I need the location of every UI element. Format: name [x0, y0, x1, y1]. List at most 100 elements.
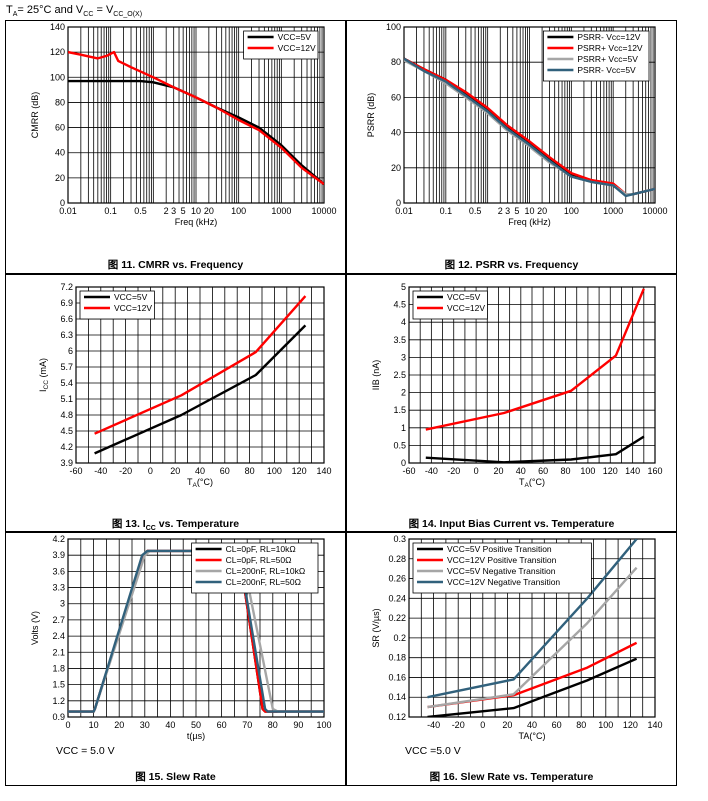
- y-tick-label: 3: [60, 599, 65, 609]
- y-tick-label: 6.3: [60, 330, 73, 340]
- x-tick-label: 20: [493, 466, 503, 476]
- x-tick-label: 50: [191, 720, 201, 730]
- iib-chart: -60 -40 -20 0 20 40 60 80 100 120 140 160 0 0.5 1 1.5 2 2…: [371, 282, 663, 489]
- chart-panel-iib: -60 -40 -20 0 20 40 60 80 100 120 140 160 0 0.5 1 1.5 2 2…: [346, 274, 677, 532]
- plot-frame: [408, 286, 656, 464]
- legend-label: VCC=12V Positive Transition: [447, 555, 557, 565]
- x-tick-label: 0: [148, 466, 153, 476]
- legend-label: VCC=5V: [447, 292, 481, 302]
- y-tick-label: 60: [391, 92, 401, 102]
- y-axis-label: Volts (V): [30, 611, 40, 645]
- figure-caption: 图 14. Input Bias Current vs. Temperature: [408, 518, 615, 530]
- y-tick-label: 5: [401, 282, 406, 292]
- legend-label: VCC=5V: [114, 292, 148, 302]
- y-tick-label: 100: [386, 22, 401, 32]
- y-tick-label: 0.3: [393, 534, 406, 544]
- x-tick-label: 2: [498, 206, 503, 216]
- x-tick-label: 100: [316, 720, 331, 730]
- x-tick-label: -40: [94, 466, 107, 476]
- x-axis-label: TA(°C): [519, 477, 545, 489]
- x-tick-label: 20: [114, 720, 124, 730]
- x-tick-label: 0.5: [134, 206, 147, 216]
- series-line-3: [404, 57, 655, 198]
- y-axis-label: SR (V/µs): [371, 608, 381, 647]
- y-tick-label: 0.26: [388, 574, 406, 584]
- y-tick-label: 7.2: [60, 282, 73, 292]
- x-tick-label: 140: [647, 720, 662, 730]
- y-tick-label: 2.7: [52, 615, 65, 625]
- x-tick-label: 40: [195, 466, 205, 476]
- legend-box: [191, 542, 319, 594]
- y-axis-label: PSRR (dB): [366, 93, 376, 138]
- y-tick-label: 0.28: [388, 554, 406, 564]
- y-tick-label: 0: [396, 198, 401, 208]
- y-tick-label: 80: [55, 97, 65, 107]
- series-line-0: [94, 324, 307, 455]
- y-tick-label: 2: [401, 388, 406, 398]
- plot-frame: [67, 26, 325, 204]
- y-axis-label-rest: (mA): [38, 358, 48, 380]
- x-axis-label: Freq (kHz): [508, 217, 551, 227]
- y-tick-label: 1.5: [52, 680, 65, 690]
- icc-chart: -60 -40 -20 0 20 40 60 80 100 120 140 3.9 4.2 4.5 4.8 5…: [38, 282, 332, 489]
- series-group: [427, 539, 638, 717]
- y-tick-label: 2.1: [52, 647, 65, 657]
- x-tick-label: 1000: [603, 206, 623, 216]
- y-tick-label: 3.5: [393, 335, 406, 345]
- y-tick-label: 0.24: [388, 593, 406, 603]
- x-tick-label: 10000: [642, 206, 667, 216]
- series-group: [404, 57, 655, 198]
- x-tick-label: 60: [220, 466, 230, 476]
- y-axis-label: ICC (mA): [38, 358, 50, 392]
- x-tick-label: 30: [140, 720, 150, 730]
- x-tick-label: 2: [164, 206, 169, 216]
- y-tick-label: 0.14: [388, 692, 406, 702]
- y-tick-label: 100: [50, 72, 65, 82]
- y-tick-label: 0.16: [388, 672, 406, 682]
- legend-label: CL=200nF, RL=10kΩ: [226, 566, 306, 576]
- x-tick-label: 40: [165, 720, 175, 730]
- y-tick-label: 4.8: [60, 410, 73, 420]
- plot-frame: [403, 26, 656, 204]
- x-tick-label: -60: [69, 466, 82, 476]
- chart-panel-slew-rate: 0 10 20 30 40 50 60 70 80 90 100 0.9 1.2 1.5 1.8 2.1 2.4…: [5, 532, 346, 786]
- series-line-1: [425, 288, 645, 431]
- x-tick-label: 20: [204, 206, 214, 216]
- y-tick-label: 4.5: [393, 300, 406, 310]
- series-group: [425, 288, 645, 463]
- plot-frame: [67, 538, 325, 718]
- x-tick-label: 0: [474, 466, 479, 476]
- x-tick-label: 0.1: [440, 206, 453, 216]
- x-tick-label: 160: [647, 466, 662, 476]
- legend-box: [243, 30, 319, 60]
- y-tick-label: 1.2: [52, 696, 65, 706]
- cmrr-chart: 0.01 0.1 0.5 2 3 5 10 20 100 1000 1000002040608010…: [30, 22, 337, 227]
- y-tick-label: 6: [68, 346, 73, 356]
- x-tick-label: 120: [292, 466, 307, 476]
- x-tick-label: -40: [425, 466, 438, 476]
- legend-label: VCC=12V: [278, 43, 316, 53]
- plot-frame: [75, 286, 325, 464]
- x-tick-label: 20: [502, 720, 512, 730]
- x-tick-label: 10000: [311, 206, 336, 216]
- figure-caption: 图 12. PSRR vs. Frequency: [444, 259, 579, 271]
- x-tick-label: -20: [119, 466, 132, 476]
- x-tick-label: 0: [480, 720, 485, 730]
- legend-label: VCC=5V Negative Transition: [447, 566, 556, 576]
- x-tick-label: 0.5: [469, 206, 482, 216]
- y-tick-label: 5.4: [60, 378, 73, 388]
- y-tick-label: 80: [391, 57, 401, 67]
- x-tick-label: 40: [516, 466, 526, 476]
- x-tick-label: 90: [293, 720, 303, 730]
- figure-caption: 图 13. ICC vs. Temperature: [111, 518, 240, 533]
- legend-label: PSRR- Vcc=12V: [577, 32, 640, 42]
- x-tick-label: 100: [267, 466, 282, 476]
- y-axis-label: CMRR (dB): [30, 92, 40, 139]
- x-tick-label: 10: [524, 206, 534, 216]
- x-tick-label: 120: [623, 720, 638, 730]
- legend-label: CL=200nF, RL=50Ω: [226, 577, 301, 587]
- x-tick-label: 0.01: [395, 206, 413, 216]
